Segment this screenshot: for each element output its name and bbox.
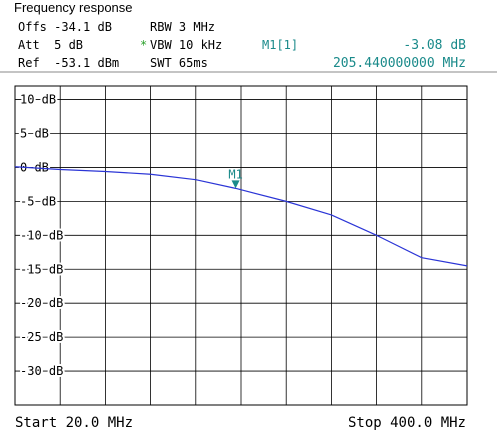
- marker: [231, 180, 240, 189]
- offset: Offs -34.1 dB: [18, 20, 112, 34]
- stop-label: Stop 400.0 MHz: [348, 415, 466, 431]
- sweep-time: SWT 65ms: [150, 56, 208, 70]
- marker-level: -3.08 dB: [403, 38, 466, 53]
- y-tick-label: -20 dB: [20, 296, 63, 310]
- vbw: VBW 10 kHz: [150, 38, 222, 52]
- vbw-flag: *: [140, 38, 147, 52]
- title: Frequency response: [14, 0, 133, 15]
- y-tick-label: -25 dB: [20, 330, 63, 344]
- reference: Ref -53.1 dBm: [18, 56, 119, 70]
- attenuation: Att 5 dB: [18, 38, 83, 52]
- start-label: Start 20.0 MHz: [15, 415, 133, 431]
- y-tick-label: -30 dB: [20, 364, 63, 378]
- rbw: RBW 3 MHz: [150, 20, 215, 34]
- marker-frequency: 205.440000000 MHz: [333, 56, 466, 71]
- marker-label: M1: [228, 167, 242, 181]
- y-tick-label: 5 dB: [20, 127, 49, 141]
- y-tick-label: -15 dB: [20, 262, 63, 276]
- marker-name: M1[1]: [262, 38, 298, 52]
- y-tick-label: 10 dB: [20, 93, 56, 107]
- y-tick-label: -5 dB: [20, 194, 56, 208]
- y-tick-label: -10 dB: [20, 228, 63, 242]
